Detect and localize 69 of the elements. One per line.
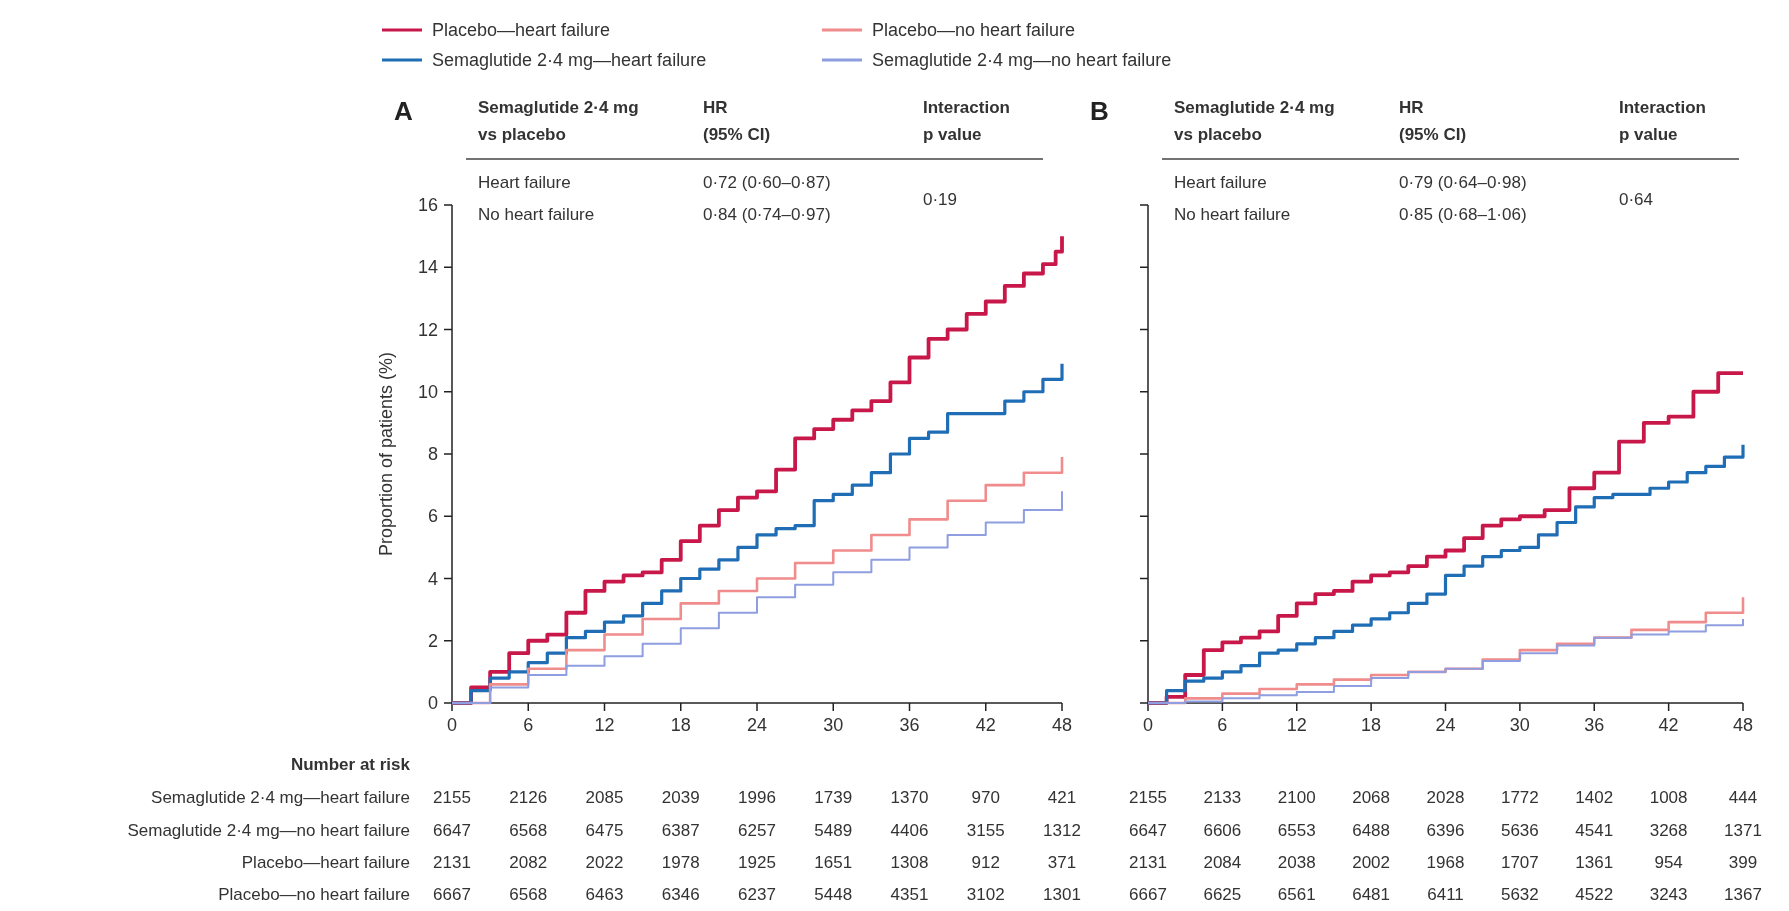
x-tick-label: 48 (1051, 715, 1073, 735)
text: Placebo—no heart failure (218, 885, 410, 904)
text: vs placebo (478, 125, 566, 144)
x-tick-label: 30 (1509, 715, 1530, 735)
annotation: 0·64 (1619, 190, 1654, 209)
text: Placebo—heart failure (241, 853, 410, 872)
y-tick-label: 4 (427, 568, 438, 589)
legend-label: Placebo—heart failure (432, 20, 611, 40)
x-tick-label: 6 (1217, 715, 1228, 735)
x-tick-label: 18 (670, 715, 691, 735)
text: 0·79 (0·64–0·98) (1399, 173, 1527, 192)
text: 2155 2133 2100 2068 2028 1772 1402 1008 444 (1129, 788, 1758, 807)
text: 2131 2084 2038 2002 1968 1707 1361 954 399 (1129, 853, 1758, 872)
text: Semaglutide 2·4 mg (1174, 98, 1335, 117)
text: p value (923, 125, 982, 144)
text: HR (703, 98, 728, 117)
text: 2155 2126 2085 2039 1996 1739 1370 970 421 (433, 788, 1077, 807)
text: 6667 6625 6561 6481 6411 5632 4522 3243 1367 (1129, 885, 1762, 904)
x-tick-label: 0 (446, 715, 458, 735)
y-tick-label: 16 (417, 195, 438, 215)
text: p value (1619, 125, 1678, 144)
x-tick-label: 0 (1142, 715, 1154, 735)
text: 0·72 (0·60–0·87) (703, 173, 831, 192)
x-tick-label: 42 (975, 715, 996, 735)
annotation: No heart failure (478, 205, 595, 224)
annotation: 0·84 (0·74–0·97) (703, 205, 831, 224)
text: Heart failure (1174, 173, 1267, 192)
text: Semaglutide 2·4 mg—heart failure (151, 788, 410, 807)
text: Semaglutide 2·4 mg (478, 98, 639, 117)
text: Interaction (923, 98, 1010, 117)
x-tick-label: 30 (823, 715, 844, 735)
y-tick-label: 2 (427, 630, 438, 651)
y-tick-label: 0 (427, 693, 438, 713)
y-tick-label: 12 (417, 319, 438, 340)
x-tick-label: 42 (1658, 715, 1679, 735)
x-tick-label: 48 (1732, 715, 1754, 735)
text: Semaglutide 2·4 mg—no heart failure (127, 821, 410, 840)
x-tick-label: 24 (1435, 715, 1456, 735)
text: 6647 6606 6553 6488 6396 5636 4541 3268 1371 (1129, 821, 1762, 840)
y-tick-label: 8 (427, 444, 438, 464)
text: (95% CI) (703, 125, 771, 144)
x-tick-label: 36 (899, 715, 920, 735)
x-tick-label: 12 (594, 715, 615, 735)
text: Interaction (1619, 98, 1706, 117)
y-tick-label: 6 (427, 506, 438, 527)
y-axis-title: Proportion of patients (%) (376, 351, 396, 557)
text: (95% CI) (1399, 125, 1467, 144)
text: 6667 6568 6463 6346 6237 5448 4351 3102 1301 (433, 885, 1081, 904)
annotation: No heart failure (1174, 205, 1291, 224)
text: Number at risk (290, 755, 411, 774)
legend-label: Placebo—no heart failure (872, 20, 1076, 40)
text: Heart failure (478, 173, 571, 192)
x-tick-label: 36 (1584, 715, 1605, 735)
x-tick-label: 12 (1286, 715, 1307, 735)
chart-title: A (394, 96, 413, 126)
y-tick-label: 10 (417, 381, 438, 402)
annotation: 0·19 (923, 190, 958, 209)
legend-label: Semaglutide 2·4 mg—heart failure (432, 50, 707, 70)
text: 2131 2082 2022 1978 1925 1651 1308 912 371 (433, 853, 1077, 872)
x-tick-label: 6 (523, 715, 534, 735)
annotation: 0·85 (0·68–1·06) (1399, 205, 1527, 224)
text: vs placebo (1174, 125, 1262, 144)
x-tick-label: 18 (1361, 715, 1382, 735)
text: 6647 6568 6475 6387 6257 5489 4406 3155 1312 (433, 821, 1081, 840)
x-tick-label: 24 (746, 715, 768, 735)
legend-label: Semaglutide 2·4 mg—no heart failure (872, 50, 1172, 70)
y-tick-label: 14 (417, 257, 438, 278)
chart-title: B (1090, 96, 1109, 126)
text: HR (1399, 98, 1424, 117)
